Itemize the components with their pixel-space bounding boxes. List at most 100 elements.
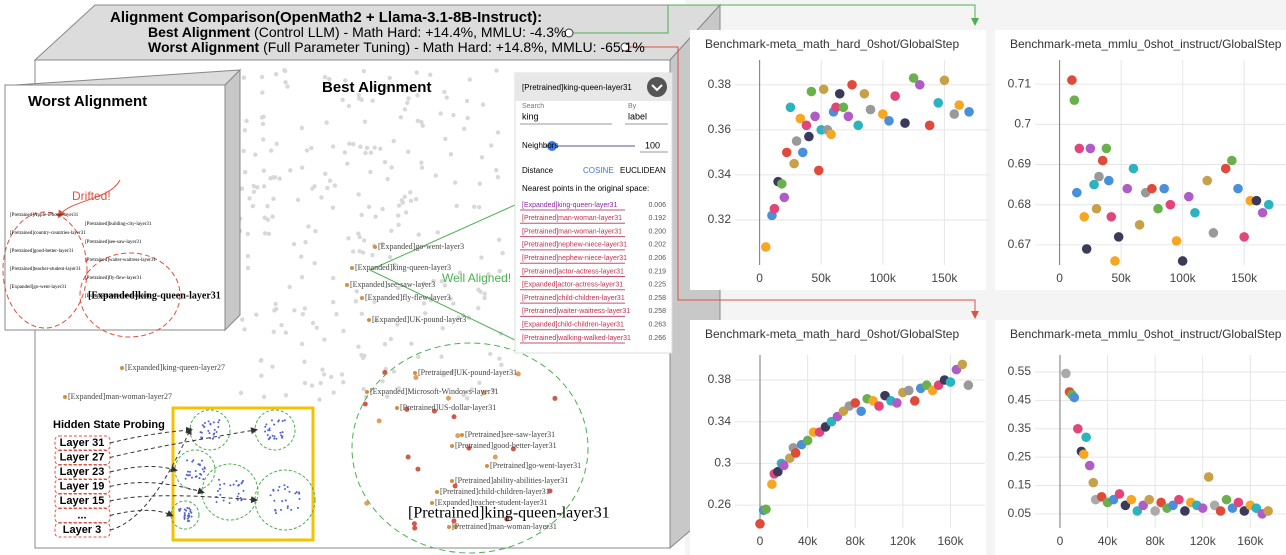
label-dot bbox=[365, 390, 369, 394]
probe-dot bbox=[298, 491, 301, 494]
slider-thumb[interactable] bbox=[547, 141, 557, 151]
bg-dot bbox=[331, 390, 336, 395]
bg-dot bbox=[299, 254, 304, 259]
cluster-dot bbox=[451, 518, 457, 524]
y-tick-label: 0.55 bbox=[1008, 364, 1032, 378]
point bbox=[1085, 143, 1096, 154]
probe-dot bbox=[183, 512, 186, 515]
worst-title: Worst Alignment bbox=[28, 93, 147, 110]
probe-dot bbox=[281, 419, 284, 422]
bg-dot bbox=[368, 169, 373, 175]
bg-dot bbox=[494, 167, 499, 173]
cluster-circle bbox=[351, 342, 589, 554]
bg-dot bbox=[422, 311, 428, 316]
point bbox=[1239, 232, 1249, 242]
bg-dot bbox=[406, 96, 411, 101]
probe-dot bbox=[191, 476, 194, 479]
bg-dot bbox=[380, 241, 385, 247]
search-value[interactable]: king bbox=[522, 111, 539, 121]
probe-dot bbox=[197, 463, 200, 466]
bg-dot bbox=[318, 380, 323, 386]
bg-dot bbox=[419, 165, 425, 170]
best-label: Best Alignment bbox=[148, 24, 250, 40]
point bbox=[1081, 432, 1091, 443]
x-tick-label: 50k bbox=[812, 271, 832, 285]
point bbox=[847, 79, 857, 90]
probe-dot bbox=[290, 508, 293, 511]
bg-dot bbox=[439, 354, 444, 359]
worst-label: [Pretrained]waiter-waitress-layer31 bbox=[85, 258, 156, 263]
bg-dot bbox=[371, 84, 376, 90]
nearest-label: [Pretrained]walking-walked-layer31 bbox=[522, 335, 631, 342]
bg-dot bbox=[299, 341, 305, 347]
point bbox=[892, 398, 902, 408]
nearest-label: [Pretrained]nephew-niece-layer31 bbox=[522, 242, 627, 249]
embedding-label: [Expanded]see-saw-layer3 bbox=[350, 280, 435, 289]
nearest-label: [Expanded]child-children-layer31 bbox=[522, 322, 624, 329]
y-tick-label: 0.67 bbox=[1008, 237, 1032, 251]
probe-dot bbox=[236, 495, 239, 498]
probe-dot bbox=[264, 430, 267, 433]
cluster-dot bbox=[504, 516, 510, 522]
point bbox=[1096, 492, 1107, 502]
layer-label: Layer 3 bbox=[63, 524, 102, 536]
probe-dot bbox=[183, 514, 186, 517]
bg-dot bbox=[268, 176, 273, 181]
probe-dot bbox=[286, 506, 289, 509]
nearest-distance: 0.263 bbox=[648, 322, 666, 329]
cluster-dot bbox=[466, 445, 472, 451]
bg-dot bbox=[372, 145, 377, 150]
point bbox=[1073, 423, 1083, 434]
point bbox=[813, 165, 824, 176]
selected-bar[interactable] bbox=[515, 73, 672, 101]
bg-dot bbox=[285, 84, 290, 89]
point bbox=[1114, 489, 1125, 499]
worst-label: [Pretrained]good-better-layer31 bbox=[10, 249, 74, 254]
point bbox=[797, 147, 808, 158]
probe-dot bbox=[281, 500, 284, 503]
cluster-dot bbox=[451, 414, 457, 420]
point bbox=[791, 136, 802, 146]
probe-dot bbox=[269, 494, 272, 497]
probe-dot bbox=[187, 512, 190, 515]
point bbox=[1147, 183, 1157, 194]
bg-dot bbox=[273, 301, 278, 307]
nearest-distance: 0.200 bbox=[648, 228, 666, 235]
y-tick-label: 0.25 bbox=[1008, 449, 1032, 463]
bg-dot bbox=[303, 240, 308, 245]
nearest-distance: 0.258 bbox=[648, 295, 666, 302]
dropdown-button[interactable] bbox=[647, 77, 667, 97]
point bbox=[838, 102, 849, 113]
point bbox=[963, 380, 974, 391]
y-tick-label: 0.68 bbox=[1008, 197, 1032, 211]
point bbox=[1153, 203, 1163, 214]
embedding-label: [Expanded]king-queen-layer27 bbox=[125, 363, 225, 372]
nearest-distance: 0.219 bbox=[648, 268, 666, 275]
probe-dot bbox=[203, 470, 206, 473]
probe-dot bbox=[186, 517, 189, 520]
point bbox=[785, 102, 796, 113]
embedding-label: [Expanded]UK-pound-layer3 bbox=[372, 315, 466, 324]
bg-dot bbox=[251, 183, 256, 189]
probe-dot bbox=[235, 480, 238, 483]
probe-dot bbox=[218, 419, 221, 422]
bg-dot bbox=[245, 231, 251, 237]
bg-dot bbox=[273, 72, 279, 77]
bg-dot bbox=[382, 341, 388, 347]
embedding-label: [Expanded]Microsoft-Windows-layer31 bbox=[370, 387, 499, 396]
point bbox=[1091, 203, 1102, 214]
distance-option[interactable]: COSINE bbox=[583, 166, 614, 175]
search-panel bbox=[514, 72, 673, 354]
embedding-label: [Pretrained]US-dollar-layer31 bbox=[400, 403, 496, 412]
probe-dot bbox=[179, 507, 182, 510]
bg-dot bbox=[391, 138, 396, 144]
bg-dot bbox=[283, 330, 289, 335]
distance-option[interactable]: EUCLIDEAN bbox=[620, 166, 666, 175]
by-value[interactable]: label bbox=[628, 111, 647, 121]
point bbox=[856, 406, 866, 417]
embedding-label: [Pretrained]go-went-layer31 bbox=[490, 461, 581, 470]
point bbox=[939, 75, 950, 86]
bg-dot bbox=[322, 337, 327, 342]
x-tick-label: 150k bbox=[1231, 271, 1258, 285]
neighbors-value[interactable]: 100 bbox=[645, 140, 660, 150]
